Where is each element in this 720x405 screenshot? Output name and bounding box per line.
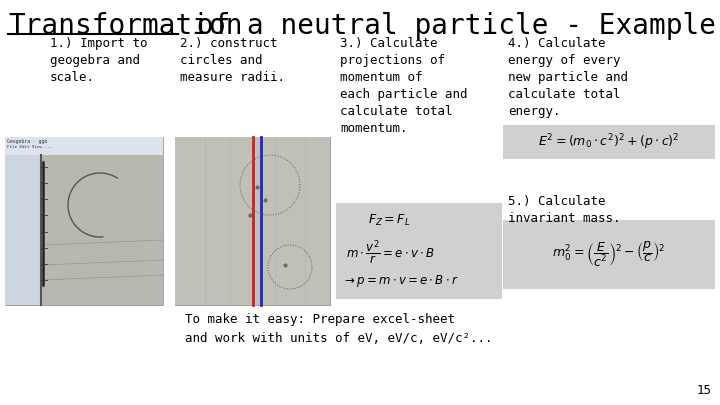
Text: $m \cdot \dfrac{v^2}{r} = e \cdot v \cdot B$: $m \cdot \dfrac{v^2}{r} = e \cdot v \cdo… (346, 239, 435, 267)
Text: 15: 15 (697, 384, 712, 397)
FancyBboxPatch shape (175, 137, 330, 305)
FancyBboxPatch shape (175, 137, 330, 305)
Text: $F_Z = F_L$: $F_Z = F_L$ (368, 213, 410, 228)
FancyBboxPatch shape (503, 125, 715, 159)
Text: File Edit View ...: File Edit View ... (7, 145, 52, 149)
Text: To make it easy: Prepare excel-sheet
and work with units of eV, eV/c, eV/c²...: To make it easy: Prepare excel-sheet and… (185, 313, 492, 345)
Text: 5.) Calculate
invariant mass.: 5.) Calculate invariant mass. (508, 195, 621, 225)
FancyBboxPatch shape (5, 137, 163, 305)
FancyBboxPatch shape (5, 137, 163, 155)
Text: 4.) Calculate
energy of every
new particle and
calculate total
energy.: 4.) Calculate energy of every new partic… (508, 37, 628, 118)
Text: $\rightarrow p = m \cdot v = e \cdot B \cdot r$: $\rightarrow p = m \cdot v = e \cdot B \… (342, 273, 459, 289)
Text: $E^2 = (m_0 \cdot c^2)^2 + (p \cdot c)^2$: $E^2 = (m_0 \cdot c^2)^2 + (p \cdot c)^2… (539, 132, 680, 152)
Text: Transformation: Transformation (8, 12, 243, 40)
Text: 2.) construct
circles and
measure radii.: 2.) construct circles and measure radii. (180, 37, 285, 84)
FancyBboxPatch shape (503, 220, 715, 289)
FancyBboxPatch shape (336, 203, 502, 299)
Text: Geogebra - ggb: Geogebra - ggb (7, 139, 48, 144)
FancyBboxPatch shape (5, 137, 41, 305)
Text: 1.) Import to
geogebra and
scale.: 1.) Import to geogebra and scale. (50, 37, 148, 84)
Text: of a neutral particle - Example in ggb: of a neutral particle - Example in ggb (180, 12, 720, 40)
FancyBboxPatch shape (42, 155, 163, 305)
Text: 3.) Calculate
projections of
momentum of
each particle and
calculate total
momen: 3.) Calculate projections of momentum of… (340, 37, 467, 135)
Text: $m_0^2 = \left(\dfrac{E}{c^2}\right)^2 - \left(\dfrac{p}{c}\right)^2$: $m_0^2 = \left(\dfrac{E}{c^2}\right)^2 -… (552, 240, 666, 269)
